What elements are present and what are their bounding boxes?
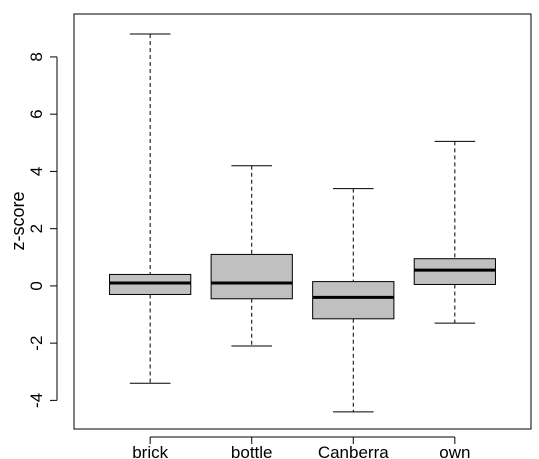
box-brick xyxy=(109,33,192,384)
iqr-box xyxy=(210,253,293,300)
y-tick-label: 0 xyxy=(27,281,46,290)
y-tick-label: 4 xyxy=(27,167,46,176)
y-axis-title: z-score xyxy=(8,191,28,250)
y-tick-label: 6 xyxy=(27,109,46,118)
plot-frame xyxy=(73,13,532,430)
y-tick-label: 2 xyxy=(27,224,46,233)
boxes xyxy=(109,33,496,413)
x-tick-label: Canberra xyxy=(318,443,389,459)
y-tick-label: -4 xyxy=(27,393,46,408)
y-tick-label: -2 xyxy=(27,336,46,351)
x-tick-label: brick xyxy=(132,443,168,459)
x-axis: brick bottle Canberra own xyxy=(132,436,470,459)
iqr-box xyxy=(312,281,395,320)
y-axis: -4 -2 0 2 4 6 8 xyxy=(27,52,58,408)
x-tick-label: own xyxy=(439,443,470,459)
x-tick-label: bottle xyxy=(231,443,273,459)
box-bottle xyxy=(210,165,293,347)
y-tick-label: 8 xyxy=(27,52,46,61)
box-own xyxy=(413,140,496,324)
box-canberra xyxy=(312,188,395,413)
